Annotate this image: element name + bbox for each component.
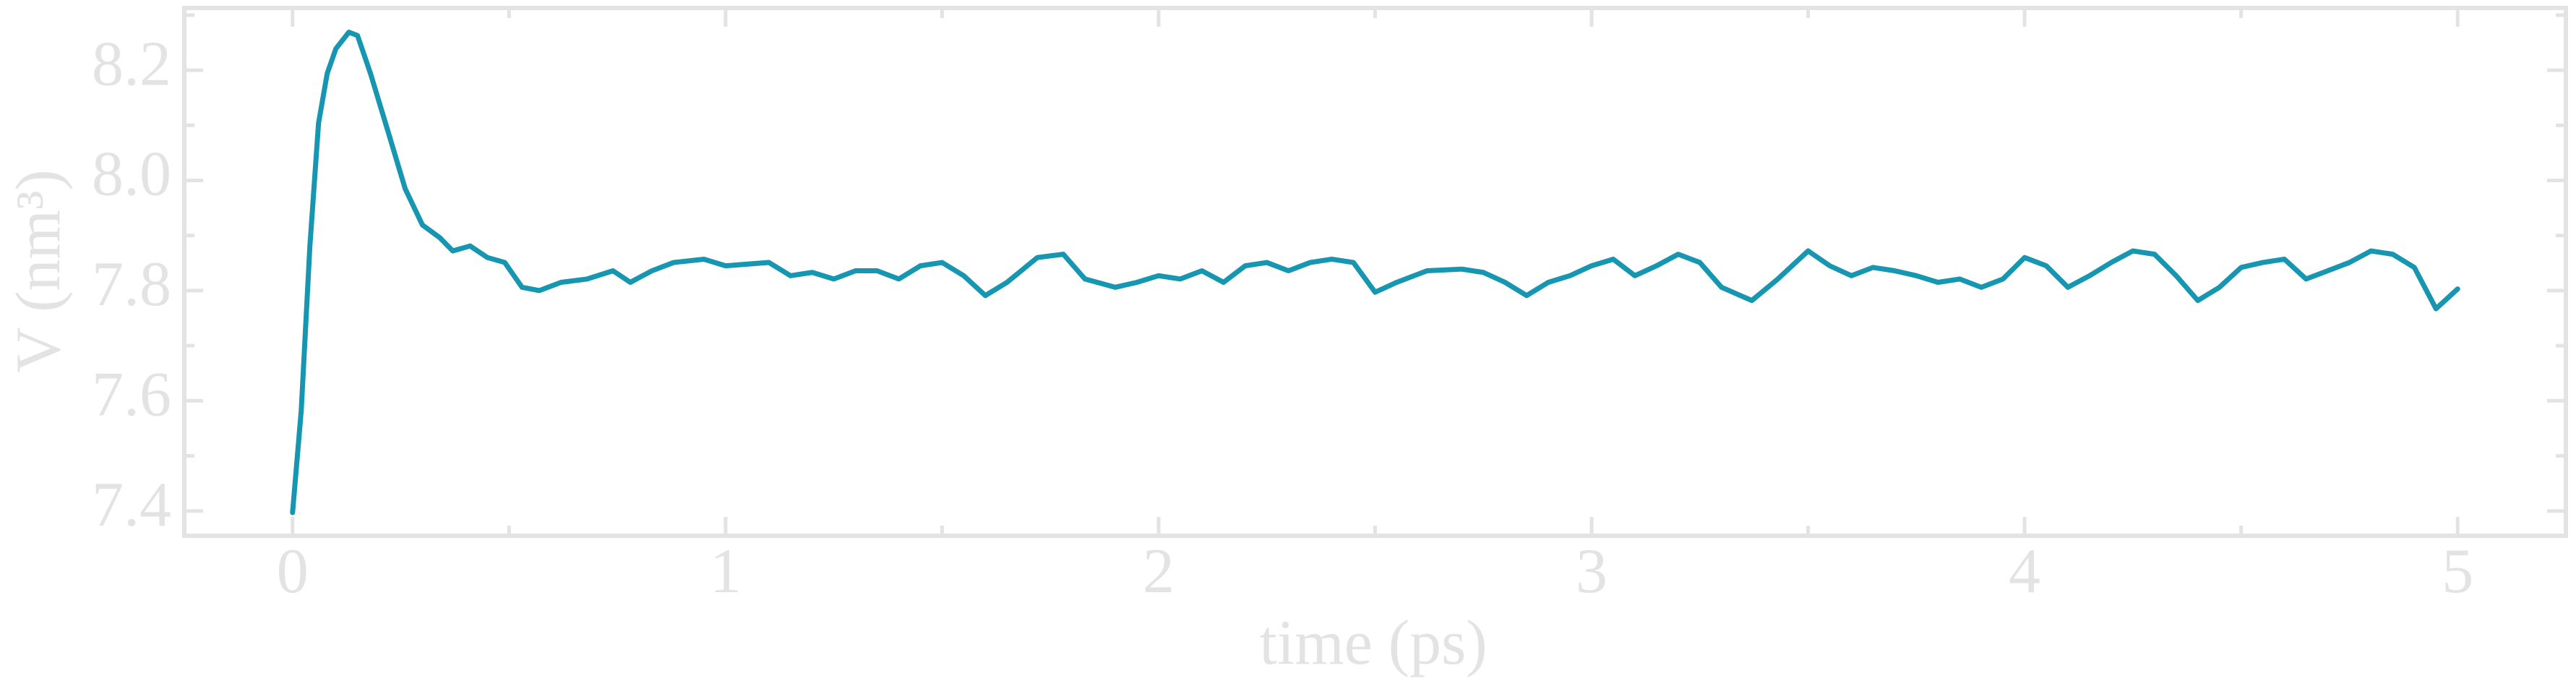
y-tick-label: 7.4	[92, 470, 171, 540]
x-tick-label: 3	[1576, 536, 1607, 607]
x-tick-label: 1	[710, 536, 742, 607]
x-tick-label: 4	[2009, 536, 2040, 607]
y-tick-label: 8.2	[92, 29, 171, 99]
x-tick-label: 0	[277, 536, 309, 607]
data-line	[290, 30, 2460, 516]
y-tick-label: 8.0	[92, 140, 171, 210]
x-axis-label: time (ps)	[1259, 608, 1487, 678]
plot-frame	[182, 6, 2568, 538]
y-tick-label: 7.8	[92, 249, 171, 320]
x-tick-label: 5	[2442, 536, 2473, 607]
y-axis-label: V (nm³)	[4, 169, 74, 372]
y-tick-label: 7.6	[92, 359, 171, 429]
x-tick-label: 2	[1143, 536, 1175, 607]
